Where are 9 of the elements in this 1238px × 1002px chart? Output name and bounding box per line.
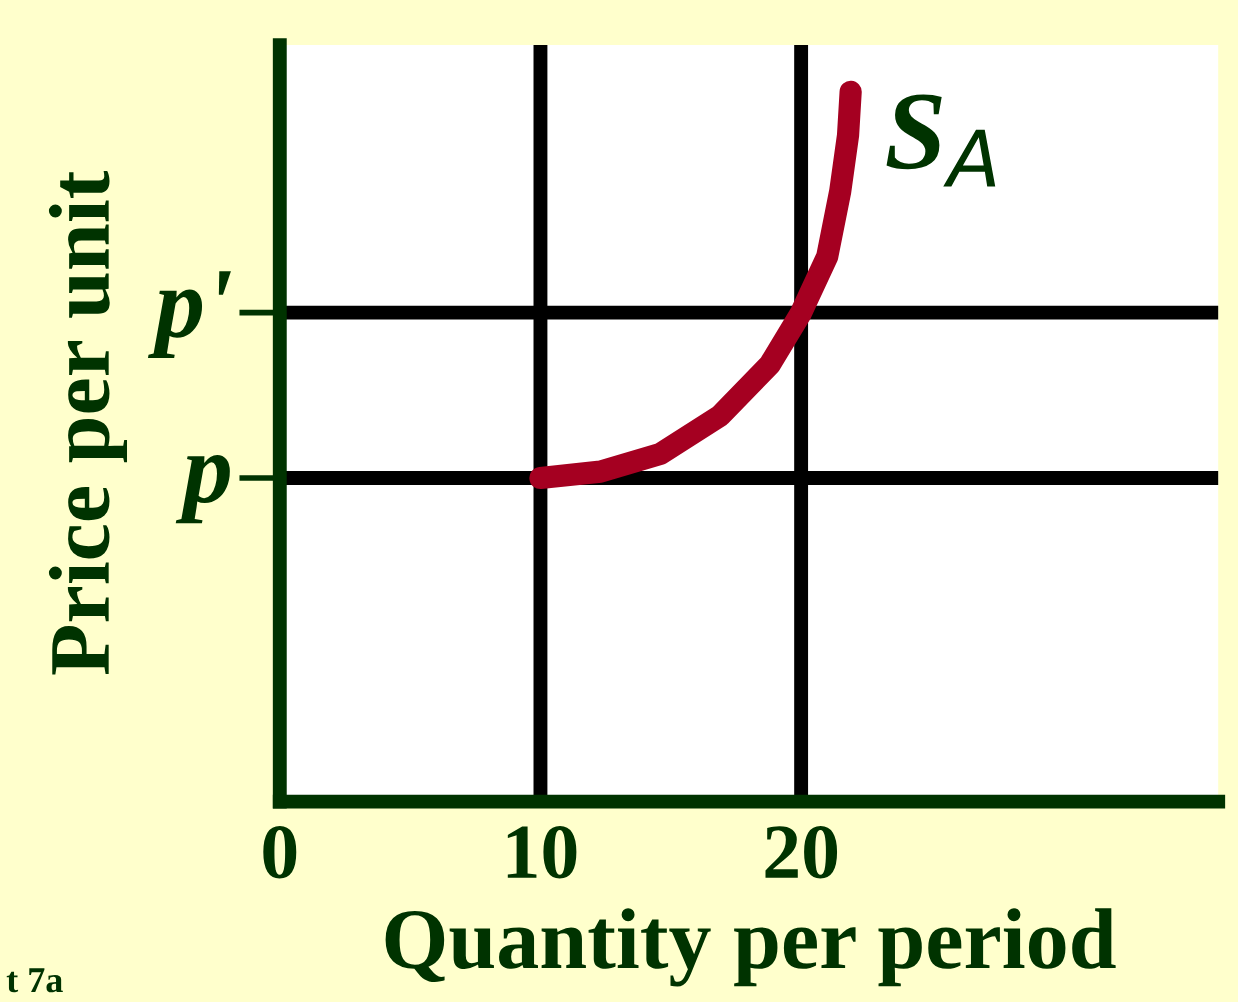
ref-line-label: p [175, 454, 230, 524]
x-tick-label: 20 [765, 826, 838, 879]
series-label: S$_{A}$ [886, 94, 996, 187]
x-tick-label: 0 [263, 826, 297, 879]
x-axis-title: Quantity per period [385, 908, 1116, 987]
ref-line-label: p' [147, 271, 231, 358]
y-axis-title: Price per unit [48, 171, 128, 675]
x-tick-label: 10 [507, 826, 577, 879]
text: t 7a [6, 968, 63, 993]
